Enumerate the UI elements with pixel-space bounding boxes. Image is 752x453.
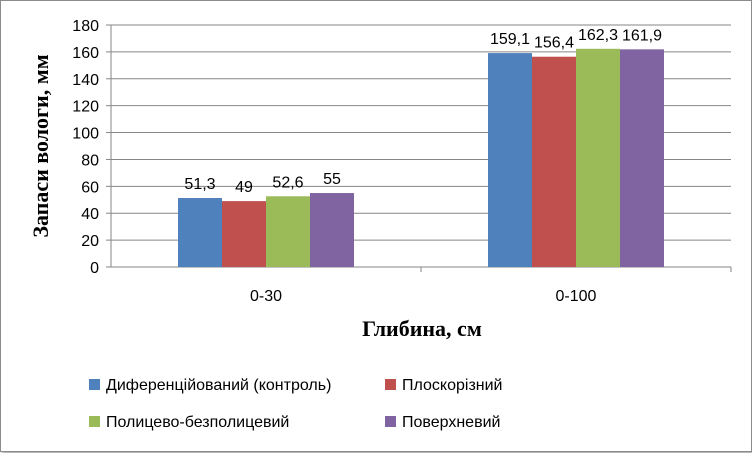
y-tick-label: 100 (72, 126, 99, 143)
bar (488, 53, 532, 267)
bar (532, 56, 576, 268)
y-tick-label: 80 (81, 152, 99, 169)
data-label: 159,1 (490, 31, 530, 48)
legend-label: Диференційований (контроль) (106, 377, 331, 394)
y-tick-label: 180 (72, 18, 99, 35)
x-tick-label: 0-100 (556, 288, 597, 305)
data-label: 51,3 (184, 176, 215, 193)
y-axis-title: Запаси вологи, мм (28, 54, 53, 237)
data-labels: 51,3 49 52,6 55 159,1 156,4 162,3 161,9 (184, 27, 662, 196)
bar (222, 201, 266, 267)
y-tick-label: 160 (72, 45, 99, 62)
legend-swatch (385, 379, 396, 390)
data-label: 161,9 (622, 27, 662, 44)
y-tick-label: 40 (81, 206, 99, 223)
x-tick-label: 0-30 (250, 288, 282, 305)
y-tick-label: 60 (81, 179, 99, 196)
legend: Диференційований (контроль) Плоскорізний П… (89, 377, 503, 431)
y-tick-label: 120 (72, 99, 99, 116)
data-label: 52,6 (272, 174, 303, 191)
bar (266, 196, 310, 267)
legend-swatch (89, 379, 100, 390)
bar (620, 49, 664, 268)
x-axis-title: Глибина, см (362, 316, 482, 341)
bar (310, 193, 354, 267)
axes: 0 20 40 60 80 100 120 140 160 180 0-30 0-100 (72, 18, 732, 305)
legend-label: Плоскорізний (402, 377, 503, 394)
bar (178, 198, 222, 267)
legend-swatch (89, 416, 100, 427)
bar (576, 48, 620, 268)
legend-label: Поверхневий (402, 414, 500, 431)
y-tick-label: 20 (81, 233, 99, 250)
data-label: 55 (323, 171, 341, 188)
data-label: 156,4 (534, 35, 574, 52)
y-tick-label: 140 (72, 72, 99, 89)
data-label: 49 (235, 179, 253, 196)
y-tick-label: 0 (90, 260, 99, 277)
bars (178, 48, 664, 268)
legend-label: Полицево-безполицевий (106, 414, 289, 431)
data-label: 162,3 (578, 27, 618, 44)
legend-swatch (385, 416, 396, 427)
